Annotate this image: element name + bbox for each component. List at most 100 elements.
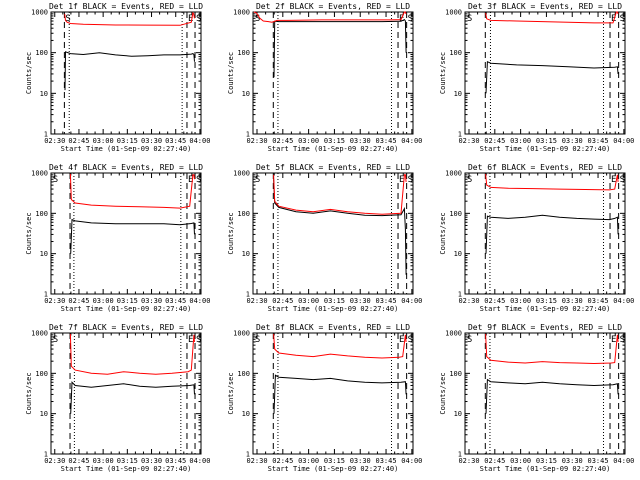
segment-marker: S — [65, 14, 70, 24]
x-tick-label: 04:00 — [189, 137, 210, 145]
x-axis-label: Start Time (01-Sep-09 02:27:40) — [480, 305, 611, 313]
series-lld-line — [485, 173, 619, 191]
series-events-line — [485, 60, 619, 94]
segment-marker: S — [196, 335, 201, 345]
x-tick-label: 02:30 — [458, 137, 479, 145]
panel-det-8: Det 8f BLACK = Events, RED = LLD 1 10 100 10… — [227, 323, 422, 473]
panel-det-2: Det 2f BLACK = Events, RED = LLD 1 10 100 10… — [227, 2, 422, 153]
segment-marker: S — [196, 175, 201, 185]
y-tick-label: 100 — [35, 370, 48, 378]
segment-marker: S — [408, 175, 413, 185]
y-tick-label: 1 — [44, 291, 48, 299]
plot-frame — [464, 172, 626, 295]
x-tick-label: 03:30 — [141, 457, 162, 465]
x-tick-label: 03:45 — [588, 137, 609, 145]
y-tick-label: 100 — [35, 49, 48, 57]
x-tick-label: 02:45 — [68, 137, 89, 145]
x-tick-label: 02:30 — [44, 457, 65, 465]
x-tick-label: 03:15 — [117, 457, 138, 465]
panel-title: Det 6f BLACK = Events, RED = LLD — [468, 163, 622, 172]
y-tick-label: 100 — [449, 210, 462, 218]
x-tick-label: 03:30 — [141, 297, 162, 305]
x-tick-label: 04:00 — [401, 457, 422, 465]
x-axis-label: Start Time (01-Sep-09 02:27:40) — [61, 465, 192, 473]
series-events-line — [273, 179, 407, 275]
y-tick-label: 1000 — [31, 170, 48, 178]
panel-det-1: Det 1f BLACK = Events, RED = LLD 1 10 100 10… — [25, 2, 210, 153]
y-tick-label: 1000 — [445, 9, 462, 17]
y-tick-label: 1 — [246, 451, 250, 459]
x-axis-label: Start Time (01-Sep-09 02:27:40) — [268, 305, 399, 313]
segment-marker: S — [255, 14, 260, 24]
segment-marker: S — [620, 335, 625, 345]
x-tick-label: 03:15 — [536, 137, 557, 145]
x-tick-label: 02:30 — [44, 137, 65, 145]
x-tick-label: 03:15 — [324, 297, 345, 305]
x-tick-label: 03:15 — [324, 137, 345, 145]
x-tick-label: 02:45 — [272, 297, 293, 305]
panel-title: Det 8f BLACK = Events, RED = LLD — [256, 323, 410, 332]
series-lld-line — [485, 333, 619, 365]
x-axis-label: Start Time (01-Sep-09 02:27:40) — [268, 465, 399, 473]
plot-frame — [252, 11, 414, 135]
x-axis-label: Start Time (01-Sep-09 02:27:40) — [61, 145, 192, 153]
series-events-line — [70, 381, 195, 414]
segment-marker: E — [611, 335, 616, 345]
x-tick-label: 03:00 — [510, 457, 531, 465]
y-tick-label: 100 — [237, 210, 250, 218]
panel-title: Det 3f BLACK = Events, RED = LLD — [468, 2, 622, 11]
x-tick-label: 03:45 — [376, 457, 397, 465]
x-tick-label: 03:00 — [93, 137, 114, 145]
y-tick-label: 1000 — [233, 330, 250, 338]
x-tick-label: 03:30 — [141, 137, 162, 145]
panel-det-5: Det 5f BLACK = Events, RED = LLD 1 10 100 10… — [227, 163, 422, 313]
segment-marker: S — [255, 175, 260, 185]
x-tick-label: 03:15 — [536, 457, 557, 465]
segment-marker: S — [467, 175, 472, 185]
y-axis-label: Counts/sec — [439, 212, 447, 254]
segment-marker: S — [53, 335, 58, 345]
x-tick-label: 04:00 — [401, 137, 422, 145]
x-tick-label: 02:30 — [44, 297, 65, 305]
x-tick-label: 02:30 — [246, 137, 267, 145]
series-lld-line — [64, 11, 195, 26]
y-tick-label: 100 — [237, 370, 250, 378]
x-tick-label: 04:00 — [613, 457, 634, 465]
series-events-line — [485, 214, 619, 254]
panel-title: Det 4f BLACK = Events, RED = LLD — [49, 163, 203, 172]
y-tick-label: 100 — [449, 370, 462, 378]
x-tick-label: 03:00 — [93, 457, 114, 465]
x-tick-label: 03:30 — [350, 457, 371, 465]
series-lld-line — [69, 333, 195, 375]
x-tick-label: 03:45 — [588, 297, 609, 305]
panel-title: Det 2f BLACK = Events, RED = LLD — [256, 2, 410, 11]
x-tick-label: 04:00 — [613, 137, 634, 145]
panel-det-3: Det 3f BLACK = Events, RED = LLD 1 10 100 10… — [439, 2, 634, 153]
x-tick-label: 04:00 — [189, 297, 210, 305]
panel-title: Det 5f BLACK = Events, RED = LLD — [256, 163, 410, 172]
x-tick-label: 03:30 — [350, 137, 371, 145]
x-tick-label: 03:00 — [93, 297, 114, 305]
series-lld-line — [485, 11, 619, 24]
x-tick-label: 03:45 — [376, 297, 397, 305]
x-tick-label: 03:00 — [298, 297, 319, 305]
y-axis-label: Counts/sec — [439, 372, 447, 414]
y-tick-label: 10 — [242, 90, 250, 98]
plot-frame — [252, 332, 414, 455]
x-tick-label: 02:45 — [272, 457, 293, 465]
segment-marker: S — [620, 14, 625, 24]
x-tick-label: 03:15 — [536, 297, 557, 305]
x-tick-label: 03:45 — [376, 137, 397, 145]
segment-marker: E — [611, 175, 616, 185]
x-tick-label: 03:00 — [298, 457, 319, 465]
x-tick-label: 03:15 — [117, 137, 138, 145]
x-tick-label: 04:00 — [613, 297, 634, 305]
x-tick-label: 03:00 — [510, 297, 531, 305]
x-tick-label: 02:30 — [458, 297, 479, 305]
panel-det-9: Det 9f BLACK = Events, RED = LLD 1 10 100 10… — [439, 323, 634, 473]
y-tick-label: 1 — [246, 291, 250, 299]
series-events-line — [64, 51, 195, 91]
series-events-line — [273, 374, 407, 414]
x-tick-label: 02:45 — [484, 457, 505, 465]
y-tick-label: 10 — [454, 90, 462, 98]
